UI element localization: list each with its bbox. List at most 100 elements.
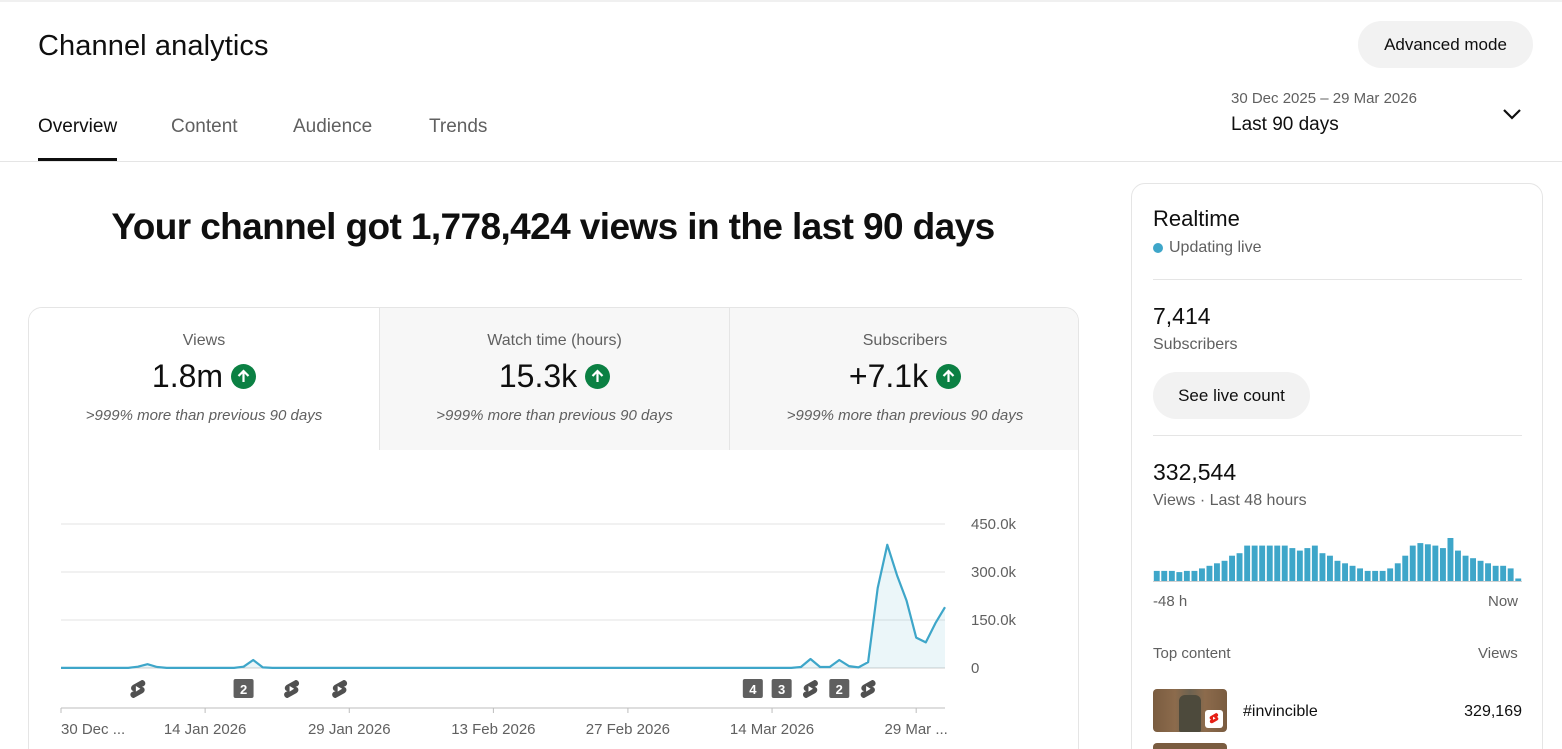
realtime-bar	[1244, 545, 1251, 581]
upload-count-badge	[742, 679, 763, 698]
x-tick-label: 30 Dec ...	[61, 721, 125, 738]
video-thumbnail	[1153, 743, 1227, 749]
tab-trends[interactable]: Trends	[429, 116, 488, 137]
metric-tab-views[interactable]: Views 1.8m >999% more than previous 90 d…	[29, 308, 379, 450]
metric-tab-subscribers[interactable]: Subscribers +7.1k >999% more than previo…	[729, 308, 1078, 450]
views-line	[61, 543, 946, 669]
metric-label: Watch time (hours)	[487, 332, 622, 349]
realtime-bar	[1447, 538, 1454, 581]
realtime-bar	[1281, 545, 1288, 581]
metric-value: 1.8m	[151, 358, 224, 394]
y-tick-label: 0	[971, 660, 979, 677]
upload-count: 4	[749, 682, 757, 697]
updating-live-status: Updating live	[1153, 239, 1262, 257]
header-divider	[0, 161, 1562, 162]
realtime-bar	[1515, 578, 1522, 581]
video-thumbnail	[1153, 689, 1227, 732]
top-edge	[0, 0, 1562, 2]
realtime-bar	[1455, 550, 1461, 581]
metric-comparison: >999% more than previous 90 days	[436, 407, 673, 424]
realtime-axis-end: Now	[1488, 593, 1519, 610]
metric-tab-watch-time[interactable]: Watch time (hours) 15.3k >999% more than…	[379, 308, 729, 450]
tab-audience[interactable]: Audience	[293, 116, 373, 137]
arrow-up-icon	[936, 364, 962, 389]
upload-count-badge	[829, 679, 850, 698]
views-headline: Your channel got 1,778,424 views in the …	[111, 206, 995, 247]
metric-label: Subscribers	[862, 332, 948, 349]
realtime-bar	[1176, 572, 1183, 581]
date-range-picker[interactable]: 30 Dec 2025 – 29 Mar 2026 Last 90 days	[1231, 88, 1531, 144]
realtime-subscribers-count: 7,414	[1153, 303, 1211, 329]
realtime-bar	[1289, 548, 1296, 581]
upload-count: 2	[240, 682, 247, 697]
play-triangle	[135, 686, 141, 692]
realtime-bar	[1334, 560, 1341, 581]
realtime-bar	[1199, 568, 1205, 581]
realtime-bar	[1266, 545, 1273, 581]
upload-count-badge	[771, 679, 792, 698]
realtime-bar	[1432, 545, 1439, 581]
realtime-title: Realtime	[1153, 206, 1240, 231]
realtime-bar	[1183, 570, 1190, 581]
realtime-bar	[1379, 570, 1386, 581]
advanced-mode-button[interactable]: Advanced mode	[1358, 21, 1533, 68]
see-live-count-button[interactable]: See live count	[1153, 372, 1310, 419]
realtime-views-label: Views · Last 48 hours	[1153, 492, 1307, 509]
y-tick-label: 300.0k	[971, 564, 1017, 581]
date-range-period: Last 90 days	[1231, 114, 1339, 135]
metric-label: Views	[182, 332, 226, 349]
realtime-bar	[1221, 560, 1228, 581]
metric-value: 15.3k	[498, 358, 578, 394]
realtime-bar	[1417, 543, 1424, 581]
realtime-bar	[1236, 553, 1243, 581]
top-content-label: Top content	[1153, 645, 1231, 662]
tab-overview[interactable]: Overview	[38, 116, 118, 137]
realtime-bar	[1319, 553, 1326, 581]
realtime-views-count: 332,544	[1153, 459, 1237, 485]
realtime-bar	[1327, 555, 1333, 581]
realtime-bar	[1153, 570, 1160, 581]
realtime-bar	[1206, 565, 1213, 581]
top-content-item[interactable]: #invincible 329,169	[1153, 689, 1522, 733]
x-tick-label: 14 Jan 2026	[164, 721, 247, 738]
realtime-divider	[1153, 435, 1522, 436]
realtime-bar	[1424, 544, 1431, 581]
realtime-subscribers-label: Subscribers	[1153, 336, 1238, 353]
realtime-bar	[1161, 570, 1168, 581]
y-tick-label: 450.0k	[971, 516, 1017, 533]
realtime-bar	[1462, 555, 1469, 581]
realtime-bar	[1477, 560, 1484, 581]
realtime-bar	[1485, 563, 1491, 581]
realtime-bar	[1357, 568, 1363, 581]
realtime-divider	[1153, 279, 1522, 280]
realtime-bar	[1259, 545, 1266, 581]
realtime-bar	[1342, 563, 1348, 581]
realtime-bar	[1507, 568, 1514, 581]
tab-content[interactable]: Content	[171, 116, 238, 137]
play-triangle	[808, 686, 813, 692]
upload-count-badge	[233, 679, 254, 698]
realtime-bar	[1372, 570, 1379, 581]
realtime-bar	[1251, 545, 1258, 581]
top-content-views: 329,169	[1464, 703, 1522, 720]
views-area	[61, 544, 945, 668]
realtime-bar	[1168, 570, 1175, 581]
realtime-bar	[1191, 570, 1198, 581]
active-tab-indicator	[38, 158, 117, 161]
chevron-down-icon[interactable]	[1501, 106, 1523, 122]
realtime-bar	[1311, 545, 1318, 581]
realtime-bar	[1387, 568, 1394, 581]
upload-count: 2	[836, 682, 843, 697]
arrow-up-icon	[231, 364, 257, 389]
realtime-bar	[1304, 548, 1311, 581]
realtime-views-bar-chart	[1153, 538, 1522, 582]
realtime-bar	[1296, 550, 1303, 581]
x-tick-label: 27 Feb 2026	[586, 721, 670, 738]
live-dot-icon	[1153, 243, 1163, 253]
play-triangle	[866, 686, 871, 692]
top-content-title: #invincible	[1243, 703, 1318, 720]
metrics-card: Views 1.8m >999% more than previous 90 d…	[28, 307, 1079, 749]
date-range-dates: 30 Dec 2025 – 29 Mar 2026	[1231, 90, 1417, 107]
play-triangle	[289, 686, 295, 692]
realtime-bar	[1274, 545, 1281, 581]
